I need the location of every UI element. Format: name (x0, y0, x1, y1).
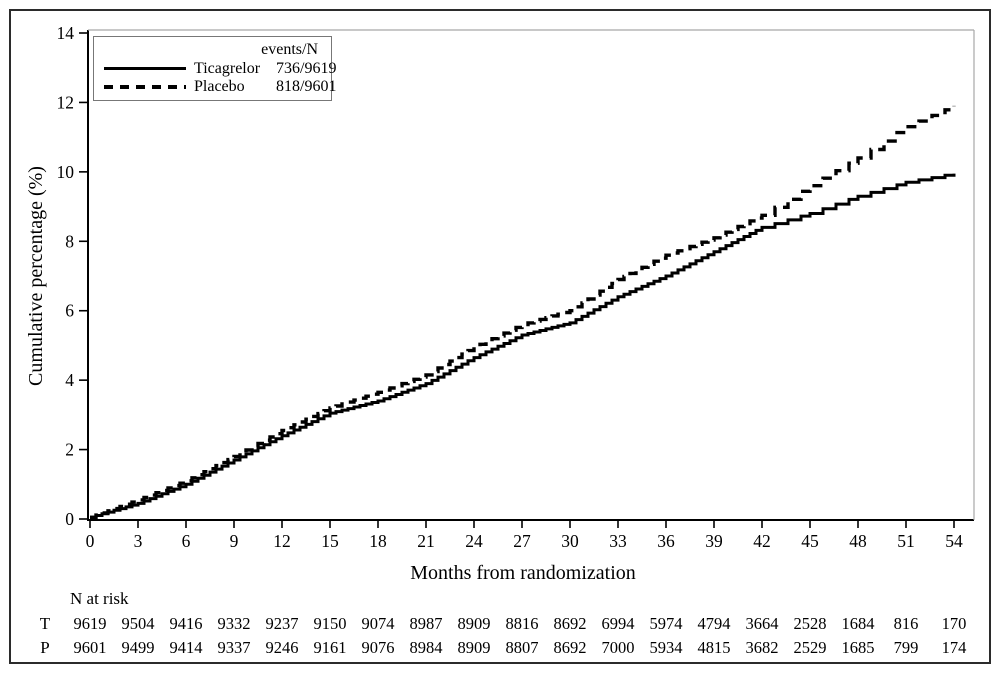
x-tick-label: 3 (134, 531, 143, 551)
dashed-line-sample-icon (104, 85, 186, 89)
risk-count: 8987 (409, 614, 443, 633)
curve-placebo (90, 105, 956, 519)
risk-count: 9416 (169, 614, 203, 633)
legend: events/N Ticagrelor 736/9619 Placebo 818… (93, 36, 336, 101)
legend-row-ticagrelor: Ticagrelor 736/9619 (104, 59, 336, 78)
x-tick-label: 42 (753, 531, 771, 551)
y-tick-label: 8 (65, 231, 74, 251)
risk-count: 9414 (169, 638, 203, 657)
x-tick-label: 0 (86, 531, 95, 551)
x-tick-label: 30 (561, 531, 579, 551)
risk-count: 9499 (121, 638, 155, 657)
risk-count: 9246 (265, 638, 299, 657)
risk-count: 9332 (217, 614, 251, 633)
figure-border (9, 9, 991, 664)
y-tick-label: 4 (65, 370, 74, 390)
risk-count: 3682 (745, 638, 779, 657)
legend-label-ticagrelor: Ticagrelor (194, 59, 261, 77)
risk-count: 4815 (697, 638, 731, 657)
risk-count: 9237 (265, 614, 299, 633)
curve-ticagrelor (90, 173, 956, 519)
legend-header: events/N (261, 41, 318, 58)
x-tick-label: 36 (657, 531, 675, 551)
y-tick-label: 14 (57, 23, 75, 43)
risk-count: 174 (941, 638, 967, 657)
y-tick-label: 6 (65, 301, 74, 321)
y-tick-label: 12 (57, 92, 75, 112)
y-tick-label: 2 (65, 440, 74, 460)
risk-count: 8692 (553, 614, 587, 633)
x-tick-label: 39 (705, 531, 723, 551)
risk-count: 799 (893, 638, 919, 657)
risk-count: 4794 (697, 614, 731, 633)
risk-count: 8909 (457, 614, 491, 633)
x-tick-label: 9 (230, 531, 239, 551)
risk-count: 3664 (745, 614, 779, 633)
risk-count: 8816 (505, 614, 539, 633)
x-tick-label: 21 (417, 531, 435, 551)
x-axis-title: Months from randomization (410, 562, 636, 584)
y-tick-label: 0 (65, 509, 74, 529)
risk-row-label-t: T (39, 614, 51, 633)
risk-count: 9504 (121, 614, 155, 633)
x-tick-label: 33 (609, 531, 627, 551)
risk-count: 1685 (841, 638, 875, 657)
legend-value-placebo: 818/9601 (276, 78, 337, 95)
y-tick-label: 10 (57, 162, 75, 182)
risk-count: 816 (893, 614, 919, 633)
risk-count: 7000 (601, 638, 635, 657)
x-tick-label: 54 (945, 531, 963, 551)
x-tick-label: 18 (369, 531, 387, 551)
y-axis-title: Cumulative percentage (%) (25, 166, 47, 386)
risk-count: 9619 (73, 614, 107, 633)
risk-count: 2528 (793, 614, 827, 633)
risk-count: 9074 (361, 614, 395, 633)
x-tick-label: 27 (513, 531, 531, 551)
x-tick-label: 51 (897, 531, 915, 551)
risk-count: 8807 (505, 638, 539, 657)
risk-count: 9161 (313, 638, 347, 657)
x-tick-label: 48 (849, 531, 867, 551)
legend-value-ticagrelor: 736/9619 (276, 59, 337, 77)
x-tick-label: 15 (321, 531, 339, 551)
x-tick-label: 12 (273, 531, 291, 551)
x-tick-label: 6 (182, 531, 191, 551)
risk-count: 5974 (649, 614, 683, 633)
risk-count: 8692 (553, 638, 587, 657)
risk-count: 2529 (793, 638, 827, 657)
legend-label-placebo: Placebo (194, 78, 245, 95)
risk-count: 5934 (649, 638, 683, 657)
risk-count: 170 (941, 614, 967, 633)
risk-count: 9337 (217, 638, 251, 657)
risk-count: 6994 (601, 614, 635, 633)
risk-count: 9150 (313, 614, 347, 633)
risk-count: 8984 (409, 638, 443, 657)
legend-row-placebo: Placebo 818/9601 (104, 78, 336, 96)
x-tick-label: 45 (801, 531, 819, 551)
risk-table-title: N at risk (70, 589, 129, 608)
risk-count: 8909 (457, 638, 491, 657)
risk-count: 9601 (73, 638, 107, 657)
x-tick-label: 24 (465, 531, 483, 551)
risk-count: 1684 (841, 614, 875, 633)
solid-line-sample-icon (104, 67, 186, 70)
risk-row-label-p: P (40, 638, 50, 657)
risk-count: 9076 (361, 638, 395, 657)
